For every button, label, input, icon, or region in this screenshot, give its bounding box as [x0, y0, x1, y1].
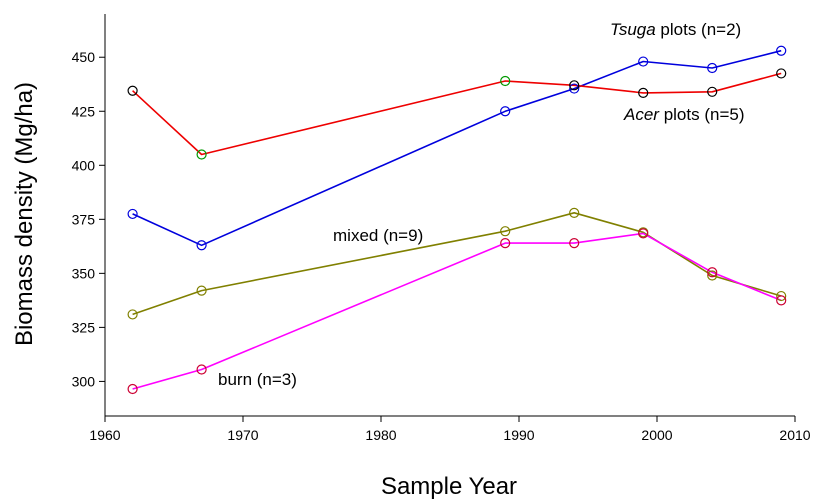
- x-tick-label: 1970: [227, 427, 258, 443]
- series-line-0: [132, 49, 782, 247]
- y-tick-label: 450: [72, 49, 96, 65]
- x-tick-label: 2010: [779, 427, 810, 443]
- x-tick-label: 1960: [89, 427, 120, 443]
- data-point: [776, 290, 787, 302]
- y-tick-label: 425: [72, 103, 96, 119]
- data-point: [638, 228, 649, 239]
- series-label-acer: Acer plots (n=5): [623, 105, 744, 124]
- x-tick-label: 2000: [641, 427, 672, 443]
- series-lines: [132, 49, 782, 390]
- series-markers: [127, 45, 787, 395]
- data-point: [569, 83, 580, 94]
- data-point: [127, 85, 138, 96]
- data-point: [707, 62, 718, 74]
- y-tick-label: 400: [72, 157, 96, 173]
- x-tick-label: 1980: [365, 427, 396, 443]
- series-label-acer-italic: Acer: [623, 105, 660, 124]
- data-point: [196, 364, 207, 375]
- data-point: [707, 270, 718, 281]
- y-tick-label: 300: [72, 373, 96, 389]
- data-point: [127, 208, 138, 220]
- y-tick-label: 325: [72, 319, 96, 335]
- data-point: [500, 106, 511, 117]
- series-line-2: [132, 212, 782, 316]
- x-axis-title: Sample Year: [381, 473, 517, 499]
- series-label-tsuga: Tsuga plots (n=2): [610, 20, 741, 39]
- y-tick-label: 350: [72, 265, 96, 281]
- series-label-acer-rest: plots (n=5): [659, 105, 745, 124]
- series-label-burn: burn (n=3): [218, 370, 297, 389]
- data-point: [127, 309, 138, 320]
- data-point: [776, 68, 787, 79]
- data-point: [707, 86, 718, 97]
- data-point: [638, 87, 649, 98]
- series-line-3: [132, 232, 782, 390]
- data-point: [196, 240, 207, 251]
- data-point: [569, 237, 580, 249]
- data-point: [196, 149, 207, 160]
- data-point: [500, 226, 511, 237]
- data-point: [196, 285, 207, 296]
- data-point: [569, 80, 580, 91]
- y-tick-label: 375: [72, 211, 96, 227]
- data-point: [127, 383, 138, 395]
- data-point: [776, 295, 787, 306]
- data-point: [500, 75, 511, 87]
- x-tick-label: 1990: [503, 427, 534, 443]
- series-label-tsuga-italic: Tsuga: [610, 20, 656, 39]
- y-axis-title: Biomass density (Mg/ha): [11, 82, 38, 346]
- data-point: [638, 56, 649, 67]
- data-point: [776, 45, 787, 56]
- series-label-mixed: mixed (n=9): [333, 226, 423, 245]
- chart-axes: 1960 1970 1980 1990 2000 2010 300 325 350 375 400 4…: [72, 14, 811, 443]
- data-point: [569, 207, 580, 218]
- data-point: [500, 237, 511, 249]
- series-label-tsuga-rest: plots (n=2): [656, 20, 742, 39]
- series-line-1: [132, 72, 782, 156]
- data-point: [707, 267, 718, 278]
